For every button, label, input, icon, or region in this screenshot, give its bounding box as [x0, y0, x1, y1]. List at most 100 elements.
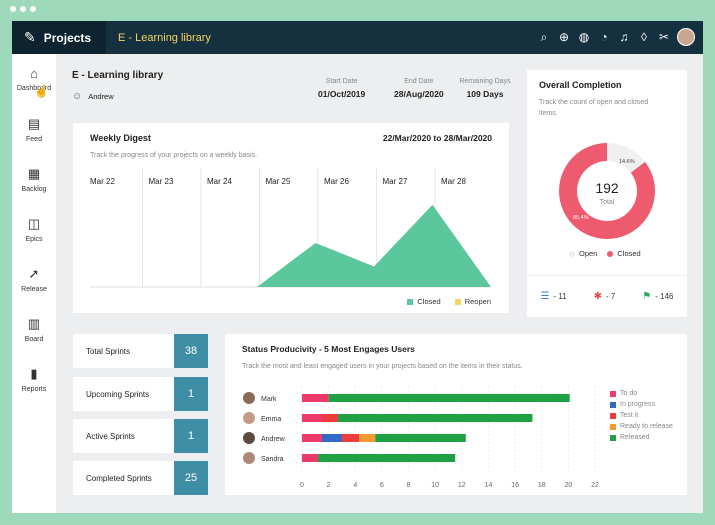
x-tick-label: 10 — [431, 482, 439, 489]
open-swatch — [569, 250, 575, 257]
status-title: Status Producivity - 5 Most Engages User… — [242, 344, 415, 354]
sidebar-item-backlog[interactable]: ▦ Backlog — [12, 154, 56, 204]
inprogress-swatch — [610, 401, 616, 408]
reports-icon: ▮ — [30, 365, 38, 381]
sidebar-item-dashboard[interactable]: ⌂ Dashboard — [12, 54, 56, 104]
user-name-label: Emma — [261, 416, 281, 423]
x-tick-label: Mar 28 — [441, 177, 466, 186]
search-icon[interactable]: ⌕ — [540, 29, 548, 44]
weekly-range: 22/Mar/2020 to 28/Mar/2020 — [382, 133, 492, 143]
release-icon: ➚ — [28, 265, 40, 281]
cursor-icon: ☝ — [34, 84, 49, 98]
backlog-icon: ▦ — [27, 165, 41, 181]
sprint-label: Completed Sprints — [86, 473, 152, 483]
x-tick-label: 8 — [407, 482, 411, 489]
sidebar-item-label: Feed — [26, 135, 42, 143]
stat-flags: ⚑ - 146 — [642, 291, 673, 302]
sprint-upcoming[interactable]: Upcoming Sprints 1 — [73, 377, 208, 411]
x-tick-label: 16 — [511, 482, 519, 489]
bar-segment — [302, 434, 322, 442]
x-tick-label: 2 — [327, 482, 331, 489]
stat-issues: ☰ - 11 — [540, 291, 566, 302]
donut-legend: Open Closed — [569, 249, 641, 258]
bar-segment — [328, 394, 570, 402]
completion-subtitle: Track the count of open and closed items… — [539, 99, 649, 117]
ready-swatch — [610, 423, 616, 430]
tools-icon[interactable]: ✂ — [658, 30, 670, 44]
todo-swatch — [610, 390, 616, 397]
closed-slice — [559, 143, 655, 239]
x-tick-label: Mar 22 — [90, 177, 115, 186]
stat-bugs: ✱ - 7 — [594, 291, 616, 302]
closed-donut-swatch — [607, 250, 614, 257]
status-card: Status Producivity - 5 Most Engages User… — [225, 334, 687, 495]
completion-card: Overall Completion Track the count of op… — [527, 70, 687, 317]
plus-circle-icon[interactable]: ⊕ — [558, 30, 570, 44]
alarm-icon[interactable]: ◔ — [600, 30, 608, 44]
sidebar-item-epics[interactable]: ◫ Epics — [12, 204, 56, 254]
x-tick-label: Mar 25 — [266, 177, 291, 186]
flag-icon: ⚑ — [642, 291, 652, 302]
x-tick-label: 4 — [353, 482, 357, 489]
legend-testit-label: Test it — [620, 412, 639, 419]
x-tick-label: 18 — [538, 482, 546, 489]
project-header: E - Learning library ☺ Andrew Start Date… — [72, 70, 512, 120]
legend-inprogress: In progress — [610, 401, 673, 408]
end-date-label: End Date — [404, 78, 434, 85]
x-tick-label: Mar 24 — [207, 177, 232, 186]
sprint-label: Upcoming Sprints — [86, 389, 150, 399]
sprint-completed[interactable]: Completed Sprints 25 — [73, 461, 208, 495]
closed-swatch — [407, 298, 414, 305]
sidebar-item-reports[interactable]: ▮ Reports — [12, 354, 56, 404]
completion-stats: ☰ - 11 ✱ - 7 ⚑ - 146 — [527, 275, 687, 317]
user-avatar[interactable] — [677, 28, 695, 46]
user-name-label: Mark — [261, 396, 277, 403]
sprint-total[interactable]: Total Sprints 38 — [73, 334, 208, 368]
bar-segment — [302, 414, 322, 422]
issues-icon: ☰ — [540, 291, 550, 302]
drop-icon[interactable]: ◊ — [641, 30, 647, 44]
bar-segment — [375, 434, 466, 442]
x-tick-label: 6 — [380, 482, 384, 489]
completion-donut: 192 Total 14.6% 85.4% — [559, 143, 655, 239]
rocket-icon: ✎ — [24, 29, 36, 45]
bar-segment — [302, 394, 329, 402]
feed-icon: ▤ — [27, 115, 41, 131]
status-legend: To do In progress Test it Ready to relea… — [610, 390, 673, 441]
legend-closed-donut-label: Closed — [617, 249, 641, 258]
sidebar-item-label: Reports — [21, 385, 47, 393]
remaining-days-value: 109 Days — [466, 89, 504, 99]
bar-segment — [317, 454, 456, 462]
app-name: Projects — [43, 30, 92, 45]
bell-icon[interactable]: ♫ — [619, 30, 629, 44]
legend-testit: Test it — [610, 412, 673, 419]
weekly-legend: Closed Reopen — [407, 297, 491, 306]
top-icons: ⌕ ⊕ ◍ ◔ ♫ ◊ ✂ — [537, 28, 695, 46]
remaining-days-label: Remaining Days — [459, 78, 511, 85]
testit-swatch — [610, 412, 616, 419]
owner-name: Andrew — [88, 92, 114, 101]
owner: ☺ Andrew — [72, 91, 512, 102]
project-title[interactable]: E - Learning library — [118, 31, 211, 44]
bar-segment — [337, 414, 533, 422]
sprint-label: Total Sprints — [86, 346, 131, 356]
sidebar-item-board[interactable]: ▥ Board — [12, 304, 56, 354]
page-title: E - Learning library — [72, 70, 164, 81]
sidebar-item-label: Board — [24, 335, 44, 343]
sidebar-item-release[interactable]: ➚ Release — [12, 254, 56, 304]
sidebar-item-feed[interactable]: ▤ Feed — [12, 104, 56, 154]
globe-icon[interactable]: ◍ — [578, 30, 590, 44]
status-chart: 0 2 4 6 8 10 12 14 16 18 20 22 Mark Emma Andrew Sandra — [243, 386, 599, 489]
legend-released: Released — [610, 434, 673, 441]
bar-segment — [321, 414, 338, 422]
open-slice — [607, 143, 646, 173]
x-tick-label: 20 — [564, 482, 572, 489]
user-avatar — [243, 452, 255, 464]
legend-todo: To do — [610, 390, 673, 397]
sprint-active[interactable]: Active Sprints 1 — [73, 419, 208, 453]
main-area: E - Learning library ☺ Andrew Start Date… — [56, 54, 703, 513]
weekly-title: Weekly Digest — [90, 133, 151, 143]
brand[interactable]: ✎ Projects — [12, 21, 106, 54]
x-tick-label: 12 — [458, 482, 466, 489]
